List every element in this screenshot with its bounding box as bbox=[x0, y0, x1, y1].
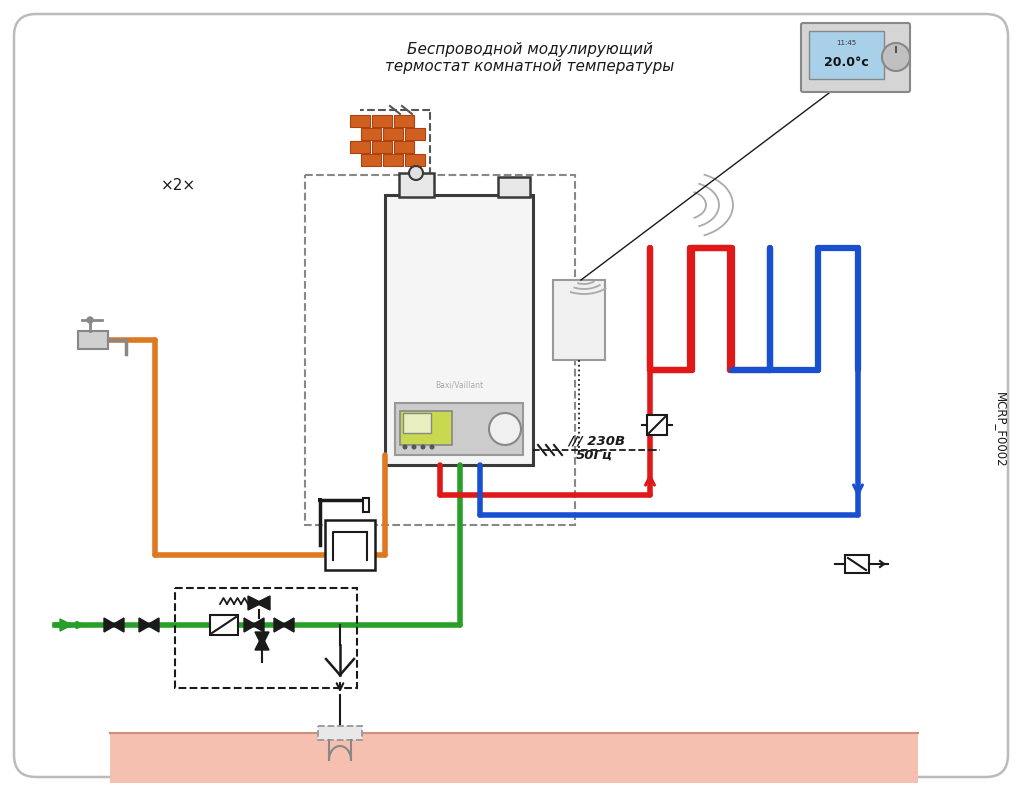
Bar bbox=[361, 128, 381, 140]
Circle shape bbox=[87, 317, 93, 323]
Text: 50Гц: 50Гц bbox=[575, 449, 613, 462]
Bar bbox=[845, 555, 869, 573]
Circle shape bbox=[489, 413, 521, 445]
Text: 11:45: 11:45 bbox=[836, 40, 856, 46]
Circle shape bbox=[421, 444, 426, 450]
Bar bbox=[110, 733, 918, 783]
Polygon shape bbox=[255, 636, 269, 650]
Bar bbox=[318, 498, 322, 502]
Circle shape bbox=[409, 166, 423, 180]
Circle shape bbox=[882, 43, 910, 71]
Text: ×2×: ×2× bbox=[161, 177, 196, 192]
Polygon shape bbox=[256, 596, 270, 610]
Bar bbox=[210, 615, 238, 635]
Bar bbox=[400, 411, 452, 445]
Polygon shape bbox=[139, 618, 151, 632]
Bar bbox=[394, 141, 414, 153]
Text: 20.0°c: 20.0°c bbox=[823, 56, 868, 70]
Bar bbox=[553, 280, 605, 360]
Polygon shape bbox=[282, 618, 294, 632]
Bar bbox=[372, 115, 392, 127]
Bar bbox=[383, 154, 403, 166]
Bar bbox=[372, 141, 392, 153]
Bar bbox=[362, 498, 369, 512]
Bar bbox=[403, 413, 431, 433]
Circle shape bbox=[412, 444, 417, 450]
Bar bbox=[394, 115, 414, 127]
Bar bbox=[399, 173, 434, 197]
Bar bbox=[325, 520, 375, 570]
FancyBboxPatch shape bbox=[14, 14, 1008, 777]
Bar bbox=[498, 177, 530, 197]
Bar bbox=[406, 154, 425, 166]
Bar bbox=[318, 726, 362, 740]
Polygon shape bbox=[147, 618, 159, 632]
Bar bbox=[350, 141, 370, 153]
Polygon shape bbox=[60, 619, 72, 631]
Polygon shape bbox=[244, 618, 256, 632]
Polygon shape bbox=[255, 632, 269, 646]
Circle shape bbox=[429, 444, 434, 450]
FancyBboxPatch shape bbox=[801, 23, 910, 92]
Polygon shape bbox=[252, 618, 264, 632]
Bar bbox=[305, 175, 575, 525]
Bar bbox=[361, 154, 381, 166]
Bar bbox=[350, 115, 370, 127]
Circle shape bbox=[402, 444, 408, 450]
Bar bbox=[175, 588, 357, 688]
Polygon shape bbox=[104, 618, 116, 632]
Bar bbox=[647, 415, 667, 435]
Bar bbox=[406, 128, 425, 140]
Bar bbox=[385, 195, 534, 465]
Text: /// 230В: /// 230В bbox=[568, 434, 625, 447]
Polygon shape bbox=[112, 618, 124, 632]
Polygon shape bbox=[274, 618, 286, 632]
Text: Беспроводной модулирующий
термостат комнатной температуры: Беспроводной модулирующий термостат комн… bbox=[385, 42, 675, 74]
Polygon shape bbox=[248, 596, 262, 610]
Bar bbox=[78, 331, 108, 349]
Text: Baxi/Vaillant: Baxi/Vaillant bbox=[435, 380, 483, 390]
Bar bbox=[383, 128, 403, 140]
Text: MCRP_F0002: MCRP_F0002 bbox=[993, 392, 1007, 468]
Bar bbox=[395, 403, 523, 455]
Bar bbox=[809, 31, 884, 79]
